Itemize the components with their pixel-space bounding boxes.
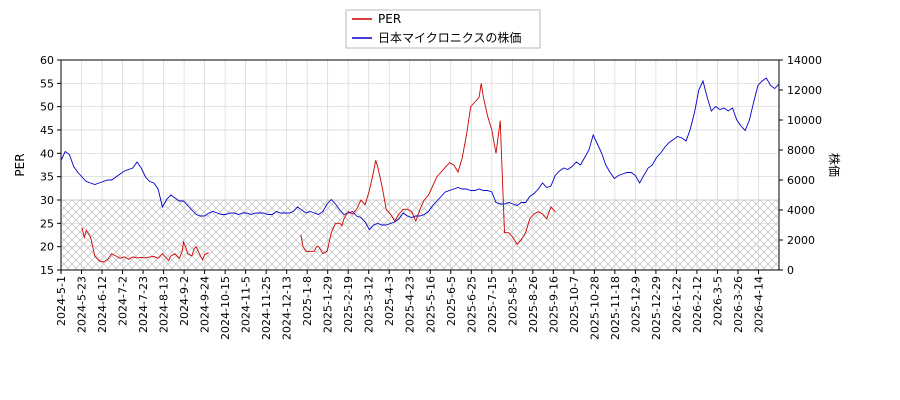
- right-tick-label: 10000: [787, 114, 822, 127]
- left-tick-label: 20: [40, 241, 54, 254]
- right-tick-label: 12000: [787, 84, 822, 97]
- x-tick-label: 2025-2-19: [342, 276, 355, 333]
- x-tick-label: 2025-4-23: [404, 276, 417, 333]
- left-tick-label: 60: [40, 54, 54, 67]
- x-tick-label: 2024-7-2: [117, 276, 130, 326]
- x-tick-label: 2024-9-2: [178, 276, 191, 326]
- left-axis: 15 20 25 30 35 40 45 50 55 60: [40, 54, 61, 277]
- x-tick-label: 2025-10-28: [588, 276, 601, 340]
- right-axis: 0 2000 4000 6000 8000 10000 12000 14000: [779, 54, 822, 277]
- per-series-line: [300, 83, 556, 255]
- plot-frame: [60, 59, 780, 271]
- legend: PER 日本マイクロニクスの株価: [345, 9, 541, 49]
- per-series-line: [81, 227, 209, 263]
- x-tick-label: 2025-4-3: [383, 276, 396, 326]
- x-tick-label: 2026-1-22: [670, 276, 683, 333]
- x-tick-label: 2025-11-18: [609, 276, 622, 340]
- left-tick-label: 55: [40, 77, 54, 90]
- x-tick-label: 2026-4-14: [752, 276, 765, 333]
- legend-box: [345, 9, 541, 49]
- x-tick-label: 2025-9-16: [547, 276, 560, 333]
- x-tick-label: 2025-1-8: [301, 276, 314, 326]
- x-tick-label: 2024-10-15: [219, 276, 232, 340]
- x-tick-label: 2025-1-29: [322, 276, 335, 333]
- x-tick-label: 2024-11-5: [240, 276, 253, 333]
- series-layer: [61, 77, 779, 263]
- x-tick-label: 2025-12-29: [650, 276, 663, 340]
- left-tick-label: 15: [40, 264, 54, 277]
- left-tick-label: 50: [40, 101, 54, 114]
- x-tick-label: 2024-9-24: [199, 276, 212, 333]
- x-tick-label: 2025-10-7: [568, 276, 581, 333]
- legend-label-price: 日本マイクロニクスの株価: [378, 30, 521, 45]
- right-tick-label: 14000: [787, 54, 822, 67]
- right-tick-label: 8000: [787, 144, 815, 157]
- grid: [60, 59, 779, 271]
- x-tick-label: 2025-8-5: [506, 276, 519, 326]
- right-tick-label: 6000: [787, 174, 815, 187]
- left-tick-label: 35: [40, 171, 54, 184]
- x-tick-label: 2025-8-26: [527, 276, 540, 333]
- left-tick-label: 30: [40, 194, 54, 207]
- x-tick-label: 2026-3-26: [732, 276, 745, 333]
- right-tick-label: 2000: [787, 234, 815, 247]
- left-tick-label: 40: [40, 147, 54, 160]
- x-tick-label: 2025-6-5: [445, 276, 458, 326]
- x-tick-label: 2024-11-25: [260, 276, 273, 340]
- x-tick-label: 2026-2-12: [691, 276, 704, 333]
- x-tick-label: 2024-7-23: [137, 276, 150, 333]
- left-tick-label: 45: [40, 124, 54, 137]
- x-tick-label: 2025-6-25: [465, 276, 478, 333]
- legend-label-per: PER: [378, 12, 401, 26]
- x-tick-label: 2025-3-12: [363, 276, 376, 333]
- x-tick-label: 2025-7-15: [486, 276, 499, 333]
- x-tick-label: 2024-5-1: [55, 276, 68, 326]
- hatched-band: [61, 199, 779, 270]
- x-tick-label: 2024-12-13: [281, 276, 294, 340]
- right-axis-label: 株価: [827, 153, 842, 177]
- hatch-band-area: [61, 200, 779, 270]
- x-tick-label: 2024-5-23: [76, 276, 89, 333]
- right-tick-label: 0: [787, 264, 794, 277]
- x-tick-label: 2025-12-9: [629, 276, 642, 333]
- x-tick-label: 2024-6-12: [96, 276, 109, 333]
- x-axis: 2024-5-1 2024-5-23 2024-6-12 2024-7-2 2024-7…: [55, 270, 765, 340]
- price-series-line: [61, 77, 779, 231]
- left-axis-label: PER: [13, 153, 27, 176]
- right-tick-label: 4000: [787, 204, 815, 217]
- x-tick-label: 2025-5-16: [424, 276, 437, 333]
- left-tick-label: 25: [40, 217, 54, 230]
- x-tick-label: 2024-8-13: [158, 276, 171, 333]
- x-tick-label: 2026-3-5: [711, 276, 724, 326]
